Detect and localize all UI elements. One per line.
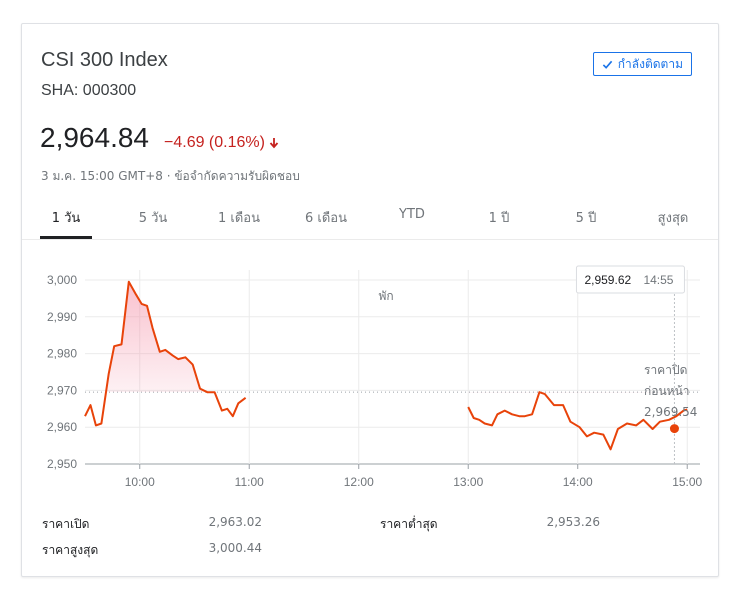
tab-5-days[interactable]: 5 วัน [138,211,168,226]
price-line [467,391,688,451]
range-tabs: 1 วัน 5 วัน 1 เดือน 6 เดือน YTD 1 ปี 5 ป… [22,199,718,240]
price-change: −4.69 (0.16%) [164,134,279,152]
chart-grid [85,270,700,469]
price-tooltip: 2,959.62 14:55 [575,265,685,294]
tab-1-year[interactable]: 1 ปี [488,211,510,226]
index-title: CSI 300 Index [41,49,168,71]
tab-1-day[interactable]: 1 วัน [51,211,81,226]
stock-card: CSI 300 Index SHA: 000300 กำลังติดตาม 2,… [21,23,719,577]
price-line [84,280,247,427]
stat-high-value: 3,000.44 [208,541,262,555]
x-tick-label: 14:00 [563,475,593,489]
tooltip-value: 2,959.62 [584,273,631,287]
arrow-down-icon [269,138,279,149]
tab-1-month[interactable]: 1 เดือน [218,211,260,226]
lunch-break-label: พัก [379,289,394,303]
ticker-symbol: SHA: 000300 [41,82,137,99]
y-axis-labels: 3,000 2,990 2,980 2,970 2,960 2,950 [47,273,77,471]
quote-meta: 3 ม.ค. 15:00 GMT+8 · ข้อจำกัดความรับผิดช… [41,169,300,183]
previous-close-label-value: 2,969.54 [644,405,697,419]
stat-open-label: ราคาเปิด [42,517,90,531]
price-change-text: −4.69 (0.16%) [164,134,265,151]
previous-close-label-line1: ราคาปิด [644,363,687,377]
follow-button[interactable]: กำลังติดตาม [592,52,692,76]
price-chart[interactable]: 3,000 2,990 2,980 2,970 2,960 2,950 10:00 11:0… [22,240,718,500]
stat-low-value: 2,953.26 [546,515,600,529]
tab-5-years[interactable]: 5 ปี [575,211,597,226]
price-lines [84,280,688,451]
x-tick-label: 11:00 [235,475,264,489]
x-tick-label: 12:00 [344,475,374,489]
y-tick-label: 2,980 [47,347,77,361]
tooltip-time: 14:55 [643,273,673,287]
previous-close-label: ราคาปิด ก่อนหน้า 2,969.54 [644,363,697,419]
current-price: 2,964.84 [40,122,149,153]
stat-low-label: ราคาต่ำสุด [380,517,438,531]
area-fill [106,281,208,393]
x-tick-label: 13:00 [453,475,483,489]
tab-6-months[interactable]: 6 เดือน [305,211,347,226]
active-tab-indicator [40,236,92,239]
y-tick-label: 2,950 [47,457,77,471]
tab-max[interactable]: สูงสุด [657,211,689,226]
price-area-fill [106,281,208,393]
y-tick-label: 2,990 [47,310,77,324]
stat-open-value: 2,963.02 [208,515,262,529]
tab-ytd[interactable]: YTD [399,207,425,222]
y-tick-label: 3,000 [47,273,77,287]
x-axis-labels: 10:00 11:00 12:00 13:00 14:00 15:00 [125,475,703,489]
previous-close-label-line2: ก่อนหน้า [644,384,690,398]
y-tick-label: 2,960 [47,420,77,434]
stat-high-label: ราคาสูงสุด [42,543,99,557]
x-tick-label: 10:00 [125,475,155,489]
y-tick-label: 2,970 [47,383,77,397]
check-icon [602,60,613,69]
cursor-dot [669,424,679,434]
x-tick-label: 15:00 [672,475,702,489]
follow-label: กำลังติดตาม [617,56,683,71]
